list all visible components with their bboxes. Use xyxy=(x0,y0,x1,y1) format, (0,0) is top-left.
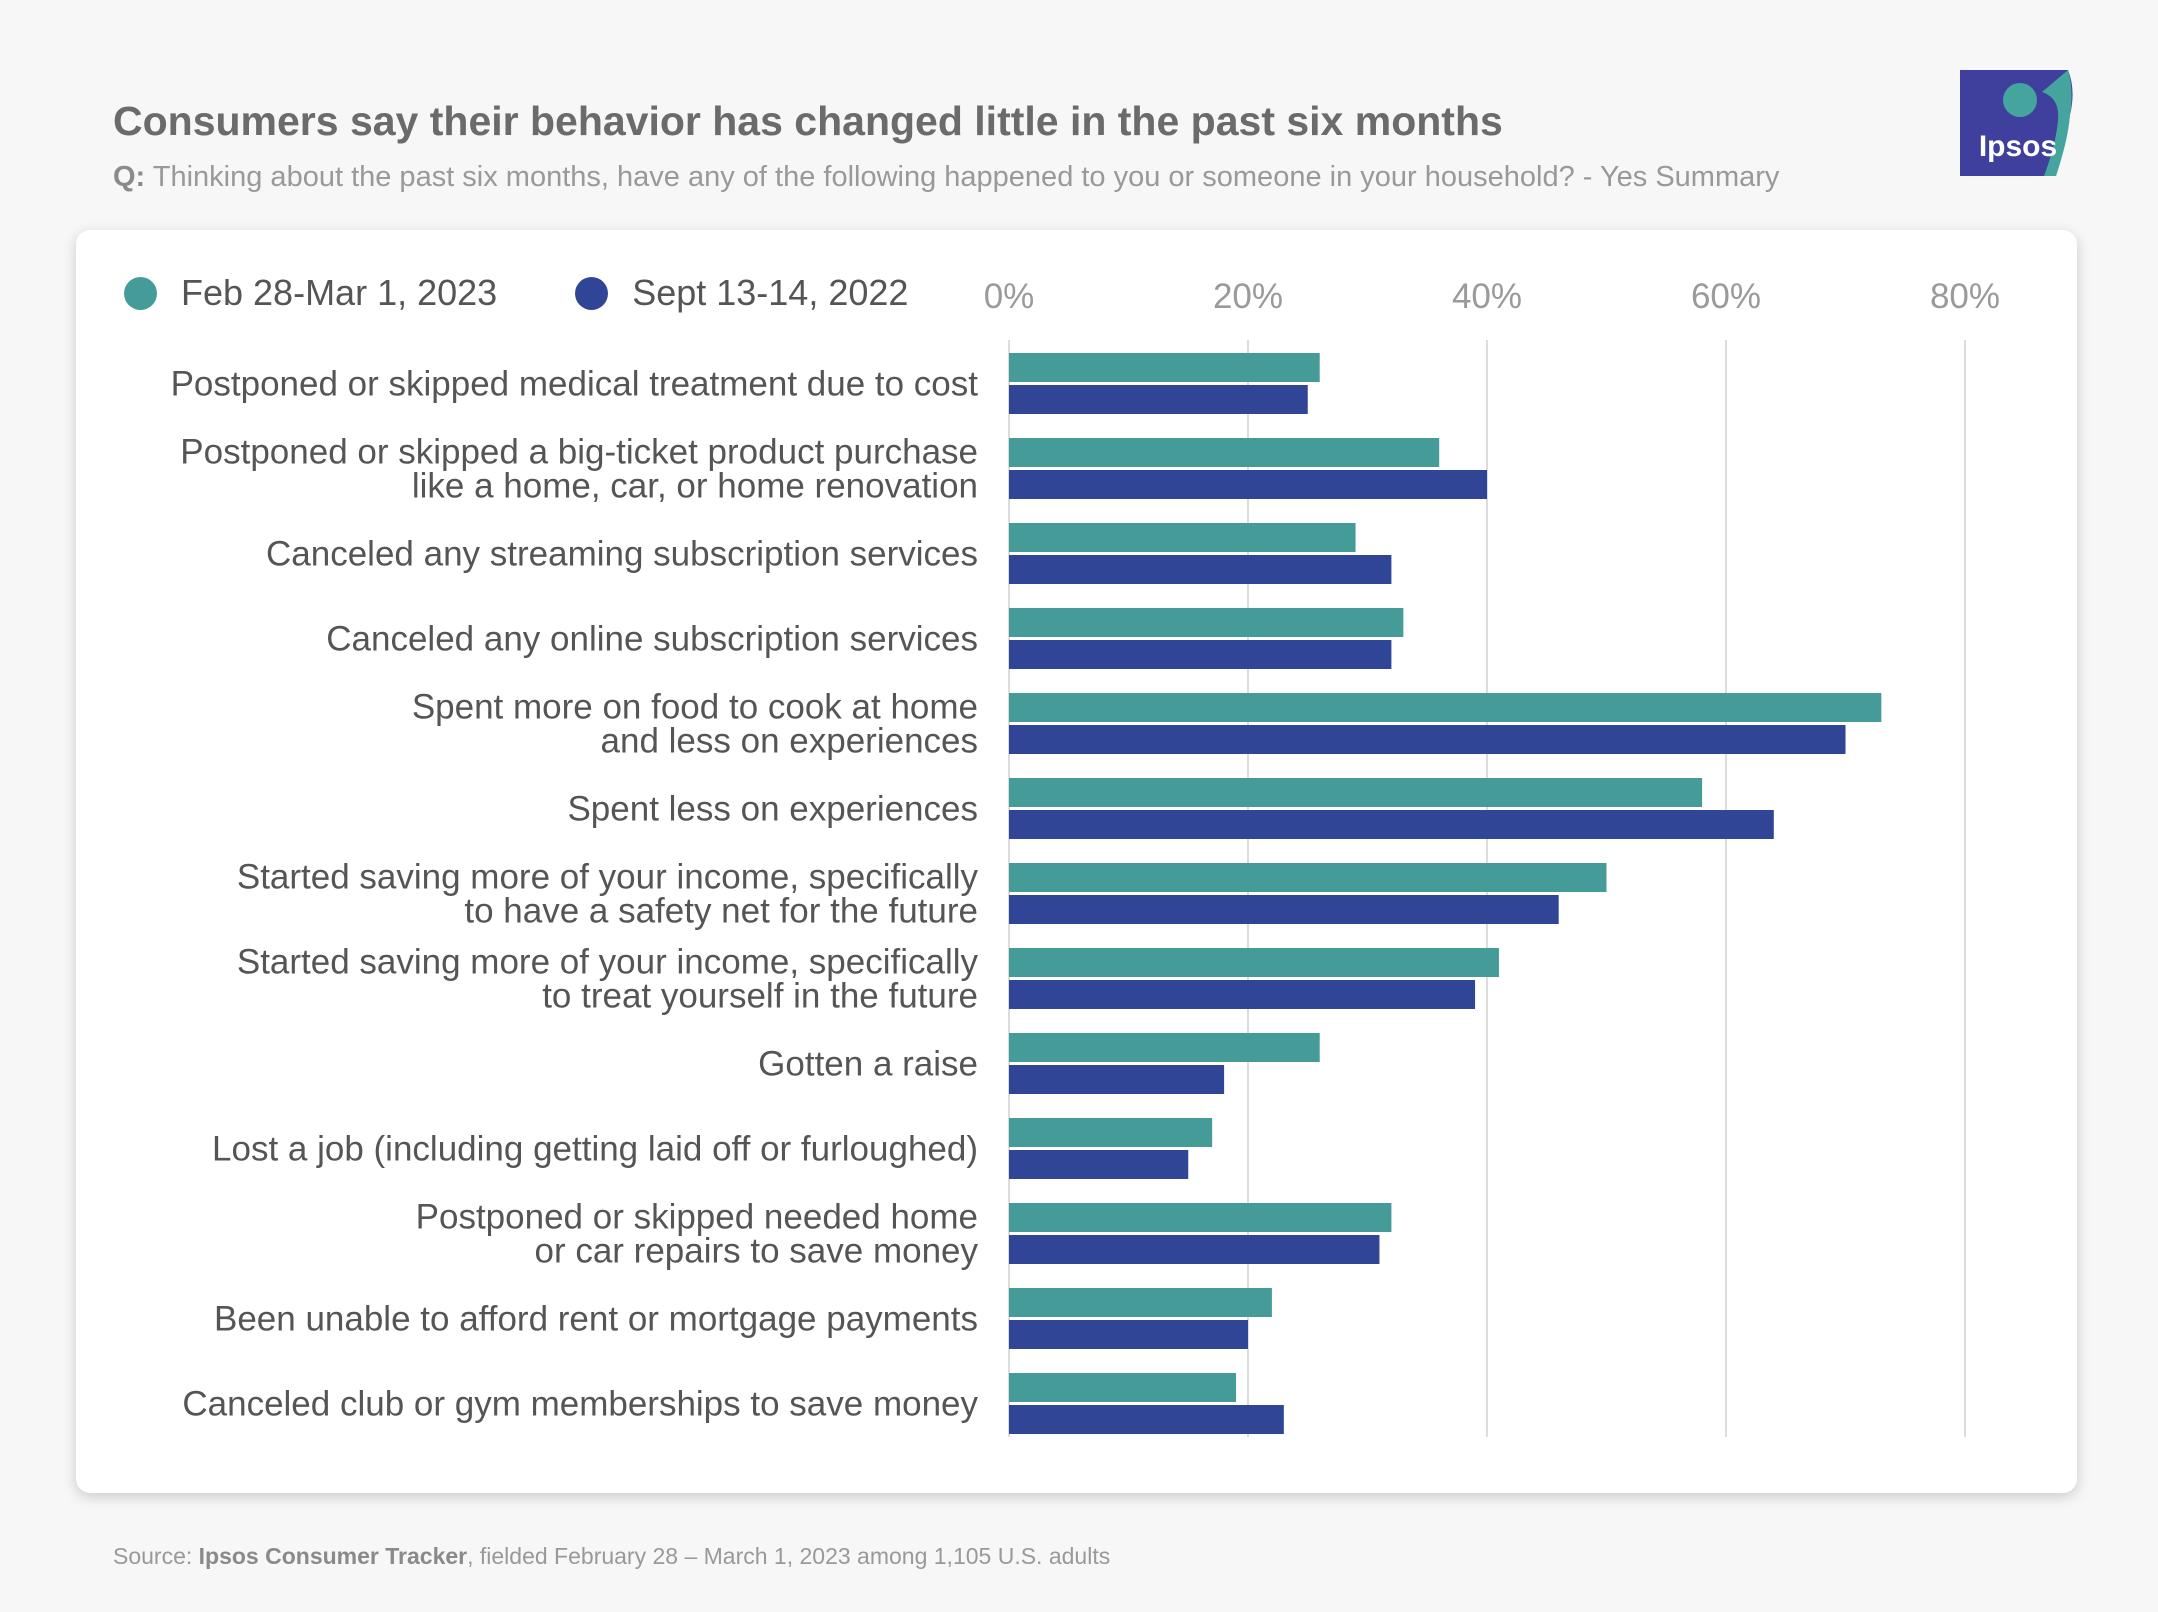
legend-swatch-2022 xyxy=(575,276,609,310)
bar-2023[interactable] xyxy=(1009,948,1499,977)
category-label: to treat yourself in the future xyxy=(542,977,978,1016)
logo-head xyxy=(2003,83,2037,117)
bar-2022[interactable] xyxy=(1009,980,1476,1009)
category-label: Canceled any online subscription service… xyxy=(326,620,978,659)
bar-2022[interactable] xyxy=(1009,725,1846,754)
category-label: Spent less on experiences xyxy=(567,790,978,829)
category-label: Canceled club or gym memberships to save… xyxy=(182,1385,978,1424)
source-note: Source: Ipsos Consumer Tracker, fielded … xyxy=(113,1543,1110,1570)
category-label: Been unable to afford rent or mortgage p… xyxy=(214,1300,978,1339)
category-label: Started saving more of your income, spec… xyxy=(237,858,979,897)
logo-accent xyxy=(2042,70,2072,176)
ipsos-logo-icon: Ipsos xyxy=(1960,70,2073,176)
bar-2022[interactable] xyxy=(1009,640,1392,669)
bar-2022[interactable] xyxy=(1009,470,1487,499)
bar-2023[interactable] xyxy=(1009,1203,1392,1232)
question-text: Thinking about the past six months, have… xyxy=(152,161,1780,193)
logo-background xyxy=(1960,70,2073,176)
bar-2022[interactable] xyxy=(1009,1405,1284,1434)
bar-2022[interactable] xyxy=(1009,555,1392,584)
legend-item-2023[interactable]: Feb 28-Mar 1, 2023 xyxy=(124,272,497,314)
logo-text: Ipsos xyxy=(1979,130,2057,163)
category-label: Gotten a raise xyxy=(758,1045,978,1084)
source-suffix: , fielded February 28 – March 1, 2023 am… xyxy=(467,1543,1111,1569)
legend-swatch-2023 xyxy=(124,276,157,310)
legend-label-2022: Sept 13-14, 2022 xyxy=(632,272,909,313)
x-tick-label: 0% xyxy=(984,277,1035,316)
category-label: Canceled any streaming subscription serv… xyxy=(266,535,978,574)
category-label: Postponed or skipped a big-ticket produc… xyxy=(180,433,978,472)
bar-2022[interactable] xyxy=(1009,1065,1225,1094)
category-label: Lost a job (including getting laid off o… xyxy=(212,1130,978,1169)
bar-2022[interactable] xyxy=(1009,1235,1380,1264)
x-tick-label: 40% xyxy=(1452,277,1522,316)
category-label: Postponed or skipped needed home xyxy=(416,1198,978,1237)
source-name: Ipsos Consumer Tracker xyxy=(198,1543,468,1569)
chart-subtitle: Q: Thinking about the past six months, h… xyxy=(113,161,1779,194)
chart-legend: Feb 28-Mar 1, 2023 Sept 13-14, 2022 xyxy=(124,272,986,314)
bar-2022[interactable] xyxy=(1009,1320,1248,1349)
category-label: and less on experiences xyxy=(601,722,978,761)
bar-2023[interactable] xyxy=(1009,863,1607,892)
legend-item-2022[interactable]: Sept 13-14, 2022 xyxy=(575,272,908,314)
category-label: like a home, car, or home renovation xyxy=(412,467,978,506)
category-label: Started saving more of your income, spec… xyxy=(237,943,979,982)
bar-2023[interactable] xyxy=(1009,1373,1237,1402)
legend-label-2023: Feb 28-Mar 1, 2023 xyxy=(181,272,498,313)
bar-2022[interactable] xyxy=(1009,1150,1189,1179)
bar-2023[interactable] xyxy=(1009,1288,1272,1317)
category-label: to have a safety net for the future xyxy=(464,892,978,931)
x-tick-label: 20% xyxy=(1213,277,1283,316)
bar-2023[interactable] xyxy=(1009,1033,1320,1062)
bar-2023[interactable] xyxy=(1009,438,1440,467)
question-prefix: Q: xyxy=(113,161,146,193)
bar-2022[interactable] xyxy=(1009,810,1774,839)
x-tick-label: 80% xyxy=(1930,277,2000,316)
category-label: Postponed or skipped medical treatment d… xyxy=(171,365,979,404)
bar-2023[interactable] xyxy=(1009,353,1320,382)
category-label: Spent more on food to cook at home xyxy=(412,688,978,727)
bar-2022[interactable] xyxy=(1009,895,1559,924)
bar-2022[interactable] xyxy=(1009,385,1308,414)
bar-2023[interactable] xyxy=(1009,608,1404,637)
x-tick-label: 60% xyxy=(1691,277,1761,316)
source-prefix: Source: xyxy=(113,1543,193,1569)
category-label: or car repairs to save money xyxy=(534,1232,978,1271)
bar-2023[interactable] xyxy=(1009,523,1356,552)
bar-2023[interactable] xyxy=(1009,1118,1213,1147)
chart-title: Consumers say their behavior has changed… xyxy=(113,98,1503,144)
bar-2023[interactable] xyxy=(1009,778,1703,807)
bar-2023[interactable] xyxy=(1009,693,1882,722)
